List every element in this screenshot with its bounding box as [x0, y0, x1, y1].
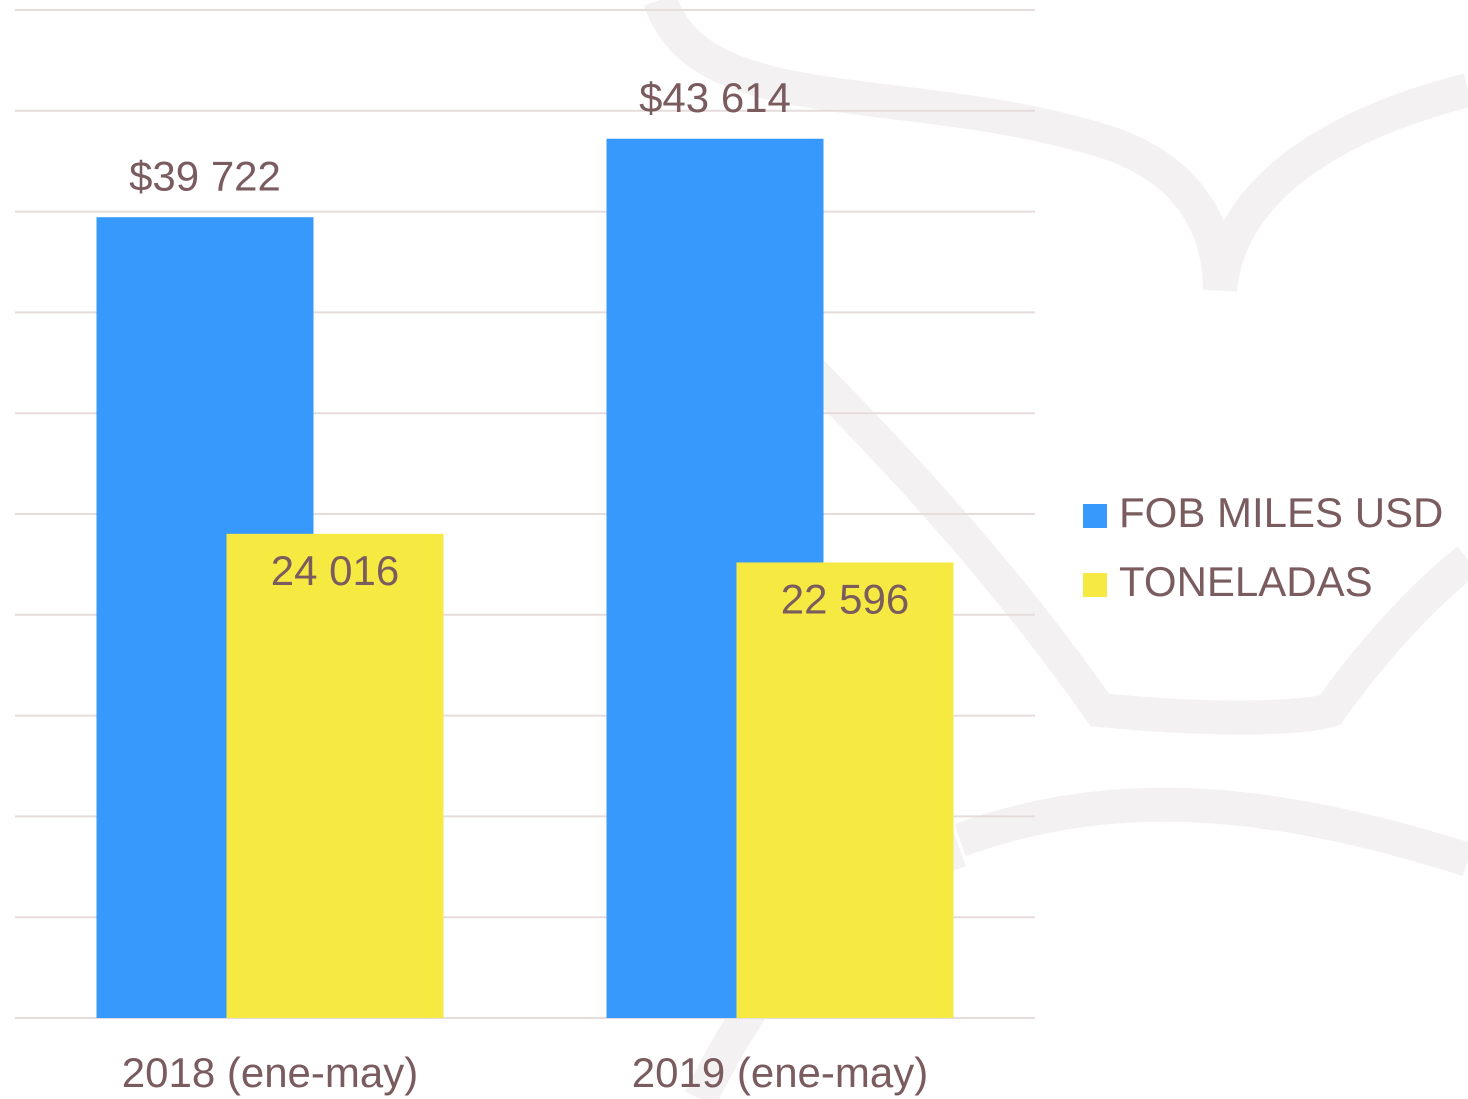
- data-label: $43 614: [639, 74, 791, 121]
- bar: [737, 562, 954, 1018]
- legend-label: TONELADAS: [1119, 558, 1373, 605]
- x-tick-label: 2019 (ene-may): [632, 1049, 928, 1096]
- bar: [227, 534, 444, 1018]
- data-label: 24 016: [271, 547, 399, 594]
- chart: 2018 (ene-may) 2019 (ene-may) $39 722 $43 6…: [0, 0, 1468, 1099]
- legend-label: FOB MILES USD: [1119, 489, 1443, 536]
- x-tick-label: 2018 (ene-may): [122, 1049, 418, 1096]
- data-label: 22 596: [781, 576, 909, 623]
- data-label: $39 722: [129, 152, 281, 199]
- legend-swatch: [1083, 504, 1107, 528]
- legend-swatch: [1083, 573, 1107, 597]
